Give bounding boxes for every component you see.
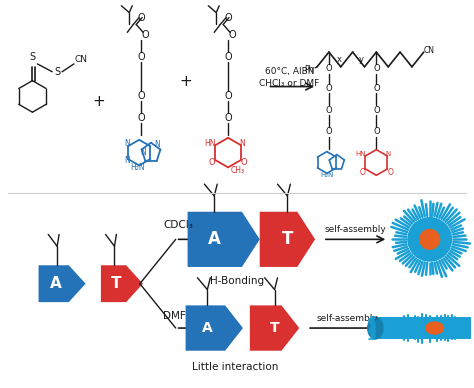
Circle shape (420, 229, 439, 249)
Text: N: N (385, 151, 391, 157)
Text: O: O (373, 64, 380, 73)
Text: CDCl₃: CDCl₃ (163, 220, 193, 230)
Text: self-assembly: self-assembly (325, 225, 386, 234)
Text: H₂N: H₂N (130, 163, 145, 172)
Polygon shape (38, 265, 86, 302)
Text: Little interaction: Little interaction (192, 362, 278, 372)
Text: O: O (224, 113, 232, 123)
Text: O: O (137, 12, 145, 23)
Text: O: O (209, 158, 216, 167)
Text: Ph: Ph (305, 65, 314, 74)
Circle shape (408, 218, 451, 261)
Polygon shape (186, 305, 243, 351)
Ellipse shape (426, 322, 444, 334)
Text: N: N (125, 156, 130, 165)
Text: O: O (326, 127, 332, 137)
Text: O: O (326, 106, 332, 115)
Text: HN: HN (356, 151, 366, 157)
Text: A: A (202, 321, 213, 335)
Text: O: O (228, 30, 236, 40)
Polygon shape (250, 305, 299, 351)
Text: self-assembly: self-assembly (317, 314, 379, 323)
Text: O: O (224, 12, 232, 23)
Text: O: O (373, 127, 380, 137)
Polygon shape (101, 265, 143, 302)
Text: O: O (326, 84, 332, 93)
Text: 60°C, AIBN: 60°C, AIBN (264, 67, 314, 76)
Text: N: N (239, 139, 245, 148)
Text: H₂N: H₂N (320, 172, 334, 178)
Text: T: T (270, 321, 279, 335)
Text: CN: CN (424, 46, 435, 55)
Polygon shape (188, 212, 260, 267)
Text: y: y (359, 55, 364, 64)
Text: O: O (373, 84, 380, 93)
Text: O: O (326, 64, 332, 73)
Text: O: O (373, 106, 380, 115)
Ellipse shape (368, 317, 383, 339)
Polygon shape (375, 317, 474, 339)
Text: N: N (154, 140, 160, 149)
Text: O: O (137, 113, 145, 123)
Text: HN: HN (205, 139, 216, 148)
Text: O: O (241, 158, 247, 167)
Text: O: O (387, 168, 393, 177)
Text: T: T (282, 230, 293, 248)
Text: T: T (111, 276, 121, 291)
Text: O: O (137, 92, 145, 101)
Text: N: N (140, 148, 146, 157)
Text: +: + (92, 94, 105, 109)
Text: O: O (360, 168, 365, 177)
Text: CH₃: CH₃ (231, 166, 245, 175)
Text: H-Bonding: H-Bonding (210, 276, 264, 286)
Text: CHCl₃ or DMF: CHCl₃ or DMF (259, 79, 319, 88)
Text: x: x (336, 55, 341, 64)
Text: O: O (224, 52, 232, 62)
Text: +: + (179, 74, 192, 89)
Text: CN: CN (75, 55, 88, 64)
Text: A: A (208, 230, 221, 248)
Text: O: O (141, 30, 149, 40)
Polygon shape (260, 212, 315, 267)
Text: O: O (137, 52, 145, 62)
Text: A: A (49, 276, 61, 291)
Text: O: O (224, 92, 232, 101)
Text: N: N (125, 139, 130, 148)
Text: S: S (54, 67, 60, 77)
Text: DMF: DMF (163, 311, 186, 321)
Text: S: S (29, 52, 36, 62)
